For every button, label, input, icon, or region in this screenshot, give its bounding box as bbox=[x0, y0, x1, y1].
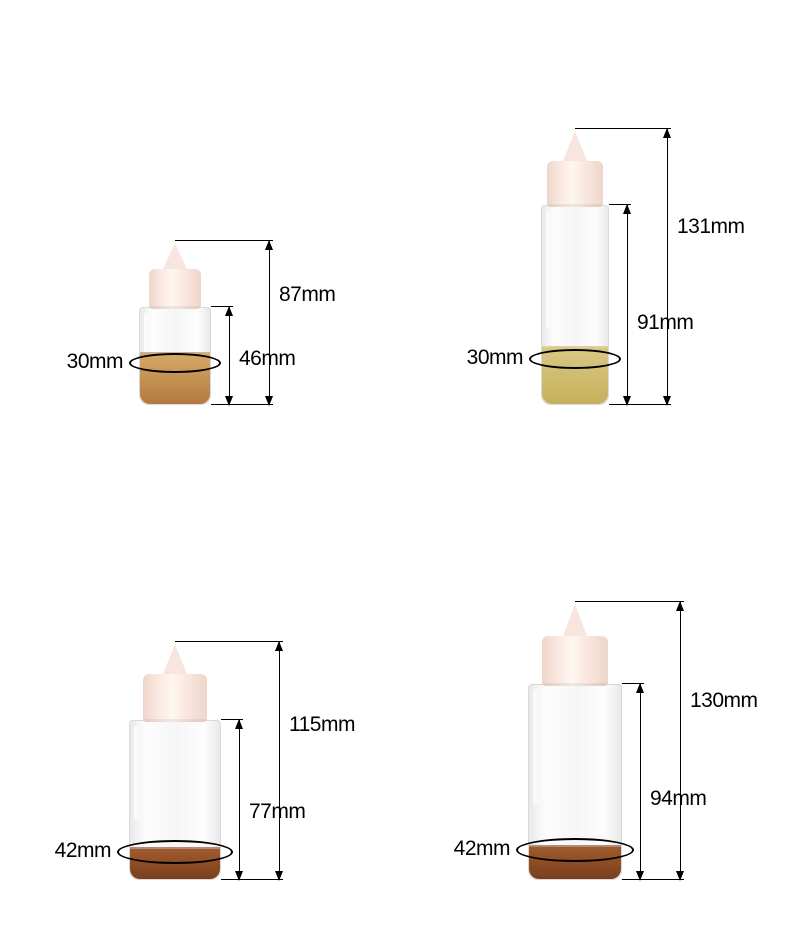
bottle-cell-b2: 30mm 91mm 131mm bbox=[400, 0, 800, 475]
dim-tick bbox=[211, 404, 273, 405]
cap-tip bbox=[163, 644, 187, 674]
bottle-b1 bbox=[139, 243, 211, 405]
dim-tick bbox=[221, 879, 283, 880]
body-height-label: 46mm bbox=[239, 347, 295, 371]
dim-tick bbox=[175, 641, 283, 642]
dim-line-body-height bbox=[229, 307, 230, 405]
diameter-ring bbox=[129, 353, 221, 373]
dim-tick bbox=[221, 719, 243, 720]
dim-line-total-height bbox=[667, 129, 668, 405]
diameter-label: 42mm bbox=[454, 837, 510, 861]
bottle-cap bbox=[143, 674, 207, 722]
glass-highlight bbox=[546, 210, 554, 329]
total-height-label: 115mm bbox=[289, 713, 355, 737]
dim-tick bbox=[211, 306, 233, 307]
dim-line-total-height bbox=[680, 602, 681, 880]
cap-tip bbox=[163, 243, 187, 269]
bottle-cap bbox=[547, 161, 603, 207]
bottle-cell-b3: 42mm 77mm 115mm bbox=[0, 475, 400, 950]
diameter-label: 30mm bbox=[467, 346, 523, 370]
diameter-ring bbox=[529, 349, 621, 369]
dim-tick bbox=[609, 404, 671, 405]
cap-tip bbox=[563, 131, 587, 161]
bottle-cell-b4: 42mm 94mm 130mm bbox=[400, 475, 800, 950]
bottle-body bbox=[541, 205, 609, 405]
body-height-label: 94mm bbox=[650, 787, 706, 811]
total-height-label: 87mm bbox=[279, 283, 335, 307]
dim-tick bbox=[575, 601, 684, 602]
total-height-label: 130mm bbox=[690, 689, 758, 713]
diameter-ring bbox=[516, 838, 634, 862]
bottle-cap bbox=[542, 636, 608, 686]
dim-line-total-height bbox=[269, 241, 270, 405]
dim-line-body-height bbox=[627, 205, 628, 405]
dim-tick bbox=[575, 128, 671, 129]
total-height-label: 131mm bbox=[677, 215, 745, 239]
dim-line-body-height bbox=[239, 720, 240, 880]
dim-line-body-height bbox=[640, 684, 641, 880]
glass-highlight bbox=[134, 725, 142, 820]
glass-highlight bbox=[533, 689, 541, 805]
dim-tick bbox=[175, 240, 273, 241]
dim-tick bbox=[622, 683, 644, 684]
bottle-cell-b1: 30mm 46mm 87mm bbox=[0, 0, 400, 475]
dim-line-total-height bbox=[279, 642, 280, 880]
body-height-label: 77mm bbox=[249, 800, 305, 824]
diameter-ring bbox=[117, 840, 233, 864]
cap-tip bbox=[563, 604, 587, 636]
dim-tick bbox=[622, 879, 684, 880]
diameter-label: 30mm bbox=[67, 350, 123, 374]
bottle-dimension-grid: 30mm46mm87mm30mm91mm131mm42mm77mm115mm42… bbox=[0, 0, 800, 950]
dim-tick bbox=[609, 204, 631, 205]
body-height-label: 91mm bbox=[637, 311, 693, 335]
bottle-cap bbox=[149, 269, 201, 309]
diameter-label: 42mm bbox=[55, 839, 111, 863]
